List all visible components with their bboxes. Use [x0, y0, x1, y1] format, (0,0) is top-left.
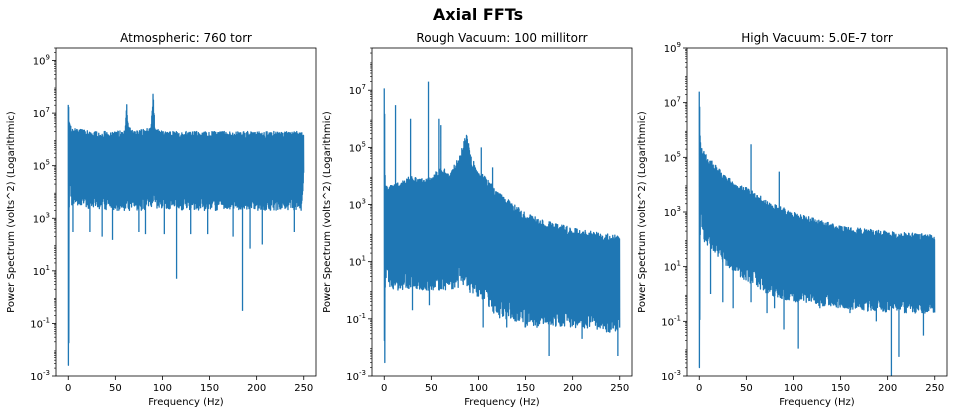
x-tick-label: 200 — [247, 383, 266, 394]
y-tick-label: 10-1 — [661, 314, 681, 328]
y-tick-label: 10-3 — [30, 369, 50, 383]
chart-panel-2: 0 50 100 150 200 250 10-3 10-1 101 103 105 107 Rough… — [322, 31, 633, 408]
plot-frame — [55, 47, 317, 377]
plot-frame — [371, 47, 633, 377]
x-tick-label: 250 — [925, 383, 944, 394]
y-tick-label: 105 — [664, 150, 681, 164]
x-tick-label: 100 — [153, 383, 172, 394]
panel-title: Atmospheric: 760 torr — [120, 31, 252, 45]
x-tick-label: 50 — [109, 383, 122, 394]
x-tick-label: 100 — [784, 383, 803, 394]
y-tick-label: 103 — [33, 211, 50, 225]
y-tick-label: 10-1 — [346, 312, 366, 326]
x-tick-label: 0 — [381, 383, 387, 394]
y-axis-label: Power Spectrum (volts^2) (Logarithmic) — [322, 111, 333, 313]
x-tick-label: 0 — [65, 383, 71, 394]
y-axis-label: Power Spectrum (volts^2) (Logarithmic) — [637, 111, 648, 313]
x-tick-label: 250 — [294, 383, 313, 394]
y-tick-label: 107 — [349, 83, 366, 97]
y-tick-label: 109 — [33, 54, 50, 68]
x-tick-label: 0 — [696, 383, 702, 394]
x-tick-label: 50 — [425, 383, 438, 394]
y-tick-label: 103 — [349, 198, 366, 212]
y-tick-label: 10-3 — [346, 369, 366, 383]
series-line — [67, 93, 305, 366]
figure-title: Axial FFTs — [432, 5, 524, 24]
y-tick-label: 103 — [664, 205, 681, 219]
series-line — [698, 91, 936, 376]
x-axis-label: Frequency (Hz) — [464, 397, 540, 408]
x-axis-label: Frequency (Hz) — [148, 397, 224, 408]
x-axis-label: Frequency (Hz) — [779, 397, 855, 408]
y-tick-label: 101 — [349, 255, 366, 269]
x-tick-label: 150 — [200, 383, 219, 394]
y-tick-label: 107 — [33, 106, 50, 120]
panel-title: High Vacuum: 5.0E-7 torr — [741, 31, 893, 45]
panel-title: Rough Vacuum: 100 millitorr — [416, 31, 587, 45]
y-tick-label: 10-1 — [30, 316, 50, 330]
y-tick-label: 101 — [33, 264, 50, 278]
x-tick-label: 150 — [516, 383, 535, 394]
y-tick-label: 101 — [664, 260, 681, 274]
y-tick-label: 109 — [664, 41, 681, 55]
x-tick-label: 150 — [831, 383, 850, 394]
chart-panel-3: 0 50 100 150 200 250 10-3 10-1 101 103 105 107 109 Hi… — [637, 31, 948, 408]
x-tick-label: 200 — [563, 383, 582, 394]
y-tick-label: 105 — [349, 140, 366, 154]
chart-panel-1: 0 50 100 150 200 250 10-3 10-1 101 103 105 107 109 At… — [6, 31, 317, 408]
y-axis-label: Power Spectrum (volts^2) (Logarithmic) — [6, 111, 17, 313]
x-tick-label: 250 — [610, 383, 629, 394]
x-tick-label: 200 — [878, 383, 897, 394]
series-line — [383, 81, 621, 364]
x-tick-label: 50 — [740, 383, 753, 394]
y-tick-label: 10-3 — [661, 369, 681, 383]
y-tick-label: 107 — [664, 96, 681, 110]
x-tick-label: 100 — [469, 383, 488, 394]
y-tick-label: 105 — [33, 159, 50, 173]
